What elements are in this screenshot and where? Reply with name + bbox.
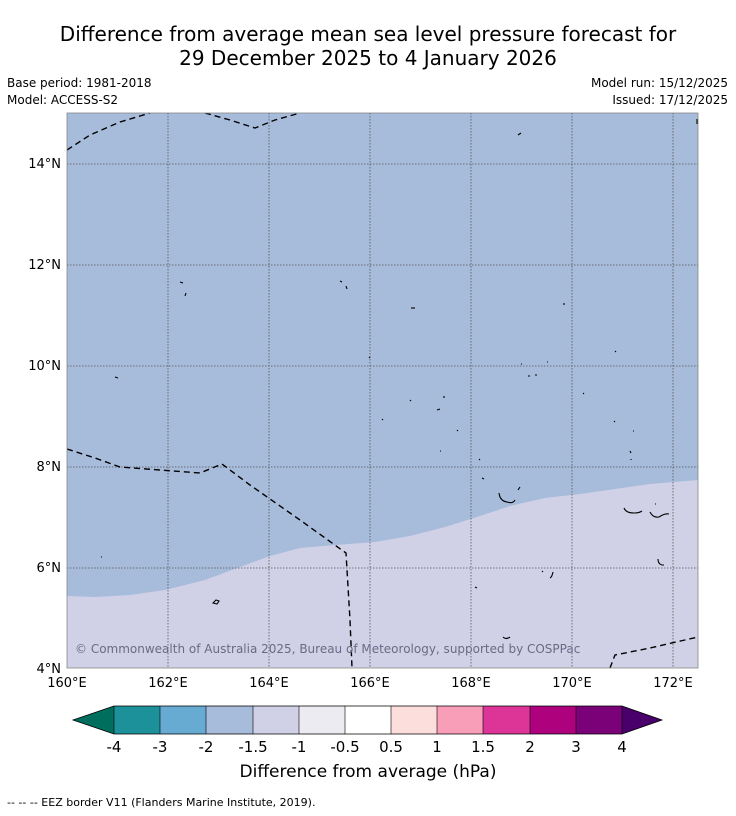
lon-tick-label: 160°E — [47, 676, 87, 691]
colorbar-bin — [530, 706, 576, 734]
colorbar-title: Difference from average (hPa) — [239, 762, 497, 782]
colorbar-bin — [206, 706, 253, 734]
colorbar-bin — [437, 706, 483, 734]
island — [440, 450, 632, 460]
colorbar-extend-low — [73, 706, 114, 734]
lat-tick-label: 6°N — [37, 561, 62, 576]
island — [179, 281, 187, 297]
colorbar-tick: 0.5 — [379, 738, 403, 756]
latitude-axis: 4°N 6°N 8°N 10°N 12°N 14°N — [28, 157, 61, 677]
eez-border-central — [67, 448, 353, 668]
island — [517, 132, 522, 136]
lat-tick-label: 8°N — [37, 460, 62, 475]
island — [614, 350, 617, 353]
map-plot-area: © Commonwealth of Australia 2025, Bureau… — [67, 113, 698, 668]
model-name: Model: ACCESS-S2 — [7, 93, 119, 107]
chart-title: Difference from average mean sea level p… — [0, 22, 736, 70]
copyright-notice: © Commonwealth of Australia 2025, Bureau… — [75, 642, 580, 656]
island — [582, 392, 585, 395]
island — [339, 280, 348, 290]
island — [409, 396, 445, 411]
colorbar: -4 -3 -2 -1.5 -1 -0.5 0.5 1 1.5 2 3 4 — [71, 705, 664, 756]
longitude-axis: 160°E 162°E 164°E 166°E 168°E 170°E 172°… — [47, 676, 693, 691]
colorbar-bin — [576, 706, 622, 734]
colorbar-tick: -1 — [292, 738, 307, 756]
island — [502, 636, 511, 640]
lon-tick-label: 168°E — [451, 676, 491, 691]
island — [474, 586, 478, 589]
colorbar-tick: 3 — [571, 738, 581, 756]
island-atoll — [623, 507, 643, 514]
colorbar-tick: -3 — [153, 738, 168, 756]
anomaly-region-minus-1 — [67, 480, 698, 668]
eez-border-south-east — [609, 636, 698, 668]
island-atoll — [498, 486, 521, 504]
eez-legend-footnote: -- -- -- EEZ border V11 (Flanders Marine… — [7, 796, 316, 809]
colorbar-bin — [299, 706, 345, 734]
island — [521, 361, 548, 377]
base-period: Base period: 1981-2018 — [7, 76, 152, 90]
island — [211, 599, 220, 605]
colorbar-bin — [114, 706, 160, 734]
colorbar-extend-high — [622, 706, 662, 734]
eez-borders — [67, 113, 698, 668]
colorbar-bin — [345, 706, 391, 734]
colorbar-tick: -0.5 — [330, 738, 359, 756]
meta-left: Base period: 1981-2018 Model: ACCESS-S2 — [7, 75, 152, 109]
island-atoll — [649, 511, 670, 518]
island — [381, 418, 634, 432]
colorbar-bin — [253, 706, 299, 734]
colorbar-tick: -2 — [199, 738, 214, 756]
lon-tick-label: 162°E — [148, 676, 188, 691]
colorbar-ticks: -4 -3 -2 -1.5 -1 -0.5 0.5 1 1.5 2 3 4 — [107, 738, 627, 756]
islands — [101, 119, 698, 640]
colorbar-tick: 4 — [617, 738, 627, 756]
meta-right: Model run: 15/12/2025 Issued: 17/12/2025 — [591, 75, 728, 109]
colorbar-bin — [160, 706, 206, 734]
lon-tick-label: 164°E — [249, 676, 289, 691]
lat-tick-label: 12°N — [28, 258, 61, 273]
lon-tick-label: 170°E — [552, 676, 592, 691]
colorbar-tick: -1.5 — [238, 738, 267, 756]
title-line-1: Difference from average mean sea level p… — [59, 22, 677, 46]
colorbar-dividers — [113, 706, 623, 734]
island — [114, 376, 119, 379]
island — [368, 356, 371, 359]
island — [541, 570, 554, 579]
island — [478, 458, 485, 480]
lon-tick-label: 172°E — [653, 676, 693, 691]
lat-tick-label: 10°N — [28, 359, 61, 374]
model-run: Model run: 15/12/2025 — [590, 76, 728, 90]
colorbar-tick: -4 — [107, 738, 122, 756]
colorbar-tick: 1.5 — [471, 738, 495, 756]
eez-border-north — [204, 113, 301, 129]
graticule — [67, 113, 698, 668]
title-line-2: 29 December 2025 to 4 January 2026 — [179, 46, 557, 70]
lat-tick-label: 14°N — [28, 157, 61, 172]
island — [657, 558, 664, 566]
colorbar-bin — [483, 706, 530, 734]
lat-tick-label: 4°N — [37, 662, 62, 677]
lon-tick-label: 166°E — [350, 676, 390, 691]
issued-date: Issued: 17/12/2025 — [612, 93, 728, 107]
colorbar-tick: 2 — [525, 738, 535, 756]
map-frame — [66, 112, 699, 669]
colorbar-bin — [391, 706, 437, 734]
colorbar-tick: 1 — [432, 738, 442, 756]
eez-border-north-west — [67, 113, 151, 151]
